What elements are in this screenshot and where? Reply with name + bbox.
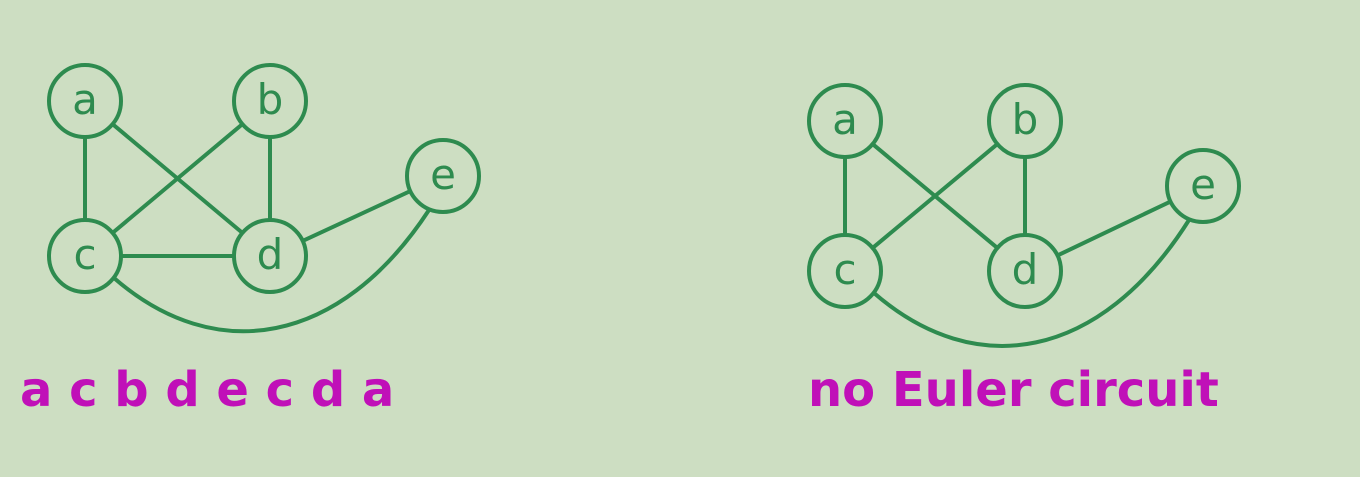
graph-1: a b c d e <box>47 63 481 334</box>
node-label: d <box>1012 245 1039 294</box>
edge-d-e <box>1055 199 1173 258</box>
node-circle <box>232 218 308 294</box>
node-circle <box>47 218 123 294</box>
node-circle <box>1165 148 1241 224</box>
node-a: a <box>807 83 883 159</box>
node-b: b <box>232 63 308 139</box>
node-c: c <box>807 233 883 309</box>
node-circle <box>405 138 481 214</box>
node-label: a <box>832 95 858 144</box>
edge-c-e <box>112 208 431 334</box>
graph-1-caption: a c b d e c d a <box>20 362 395 418</box>
graph-2-caption: no Euler circuit <box>808 362 1219 418</box>
node-circle <box>807 83 883 159</box>
node-label: d <box>257 230 284 279</box>
node-d: d <box>232 218 308 294</box>
node-circle <box>47 63 123 139</box>
node-label: a <box>72 75 98 124</box>
node-label: e <box>430 150 456 199</box>
edge-d-e <box>300 189 413 243</box>
node-label: c <box>833 245 856 294</box>
node-c: c <box>47 218 123 294</box>
node-label: c <box>73 230 96 279</box>
node-label: b <box>1012 95 1039 144</box>
node-e: e <box>1165 148 1241 224</box>
node-label: b <box>257 75 284 124</box>
node-circle <box>987 233 1063 309</box>
node-a: a <box>47 63 123 139</box>
edge-b-c <box>110 122 245 235</box>
node-circle <box>232 63 308 139</box>
node-circle <box>987 83 1063 159</box>
node-e: e <box>405 138 481 214</box>
graph-2: a b c d e <box>807 83 1241 348</box>
node-b: b <box>987 83 1063 159</box>
edge-b-c <box>870 142 1000 250</box>
node-label: e <box>1190 160 1216 209</box>
node-d: d <box>987 233 1063 309</box>
node-circle <box>807 233 883 309</box>
edge-c-e <box>872 218 1191 348</box>
